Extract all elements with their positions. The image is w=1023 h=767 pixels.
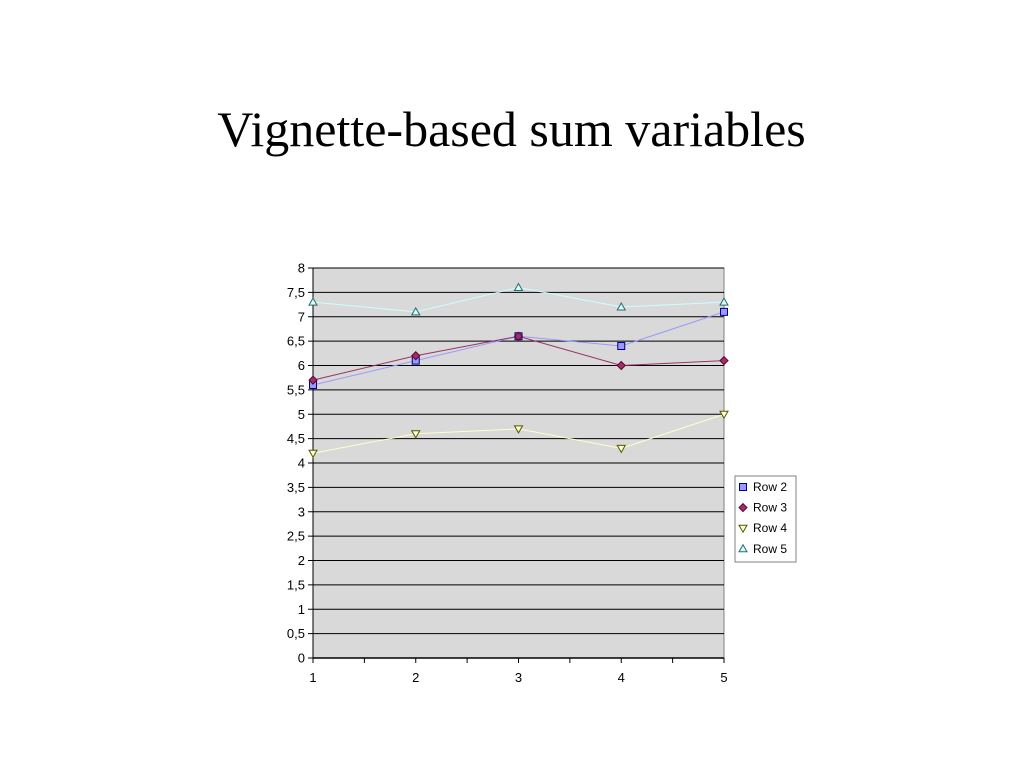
data-point	[308, 375, 318, 385]
legend-marker	[739, 483, 747, 491]
y-tick-label: 6	[298, 358, 305, 373]
x-tick-label: 1	[309, 670, 316, 685]
x-tick-label: 5	[720, 670, 727, 685]
data-point	[720, 307, 728, 316]
y-tick-label: 4	[298, 456, 305, 471]
y-tick-label: 8	[298, 261, 305, 276]
x-tick-label: 4	[618, 670, 625, 685]
legend-label: Row 2	[753, 480, 787, 494]
data-point	[410, 306, 421, 316]
y-tick-label: 6,5	[287, 334, 305, 349]
plot-area: 0 0,5 1 1,5 2 2,5 3 3,5 4 4,5 5 5,5 6 6,5 7 7,5 8 1 2 3 4 5	[287, 261, 729, 685]
legend-label: Row 3	[753, 501, 787, 515]
legend-marker	[738, 524, 748, 534]
data-point	[308, 297, 318, 306]
data-point	[616, 360, 626, 371]
data-point	[719, 297, 729, 306]
data-point	[617, 342, 626, 350]
y-tick-label: 0,5	[287, 626, 305, 641]
data-point	[513, 331, 524, 341]
y-tick-label: 3,5	[287, 480, 305, 495]
data-point	[616, 444, 627, 454]
data-point	[719, 410, 729, 420]
data-point	[411, 351, 421, 361]
slide-title: Vignette-based sum variables	[217, 101, 806, 157]
data-point	[719, 355, 729, 366]
legend: Row 2 Row 3 Row 4 Row 5	[734, 475, 797, 563]
y-tick-label: 4,5	[287, 431, 305, 446]
y-tick-label: 2,5	[287, 529, 305, 544]
data-point	[513, 282, 524, 291]
legend-label: Row 5	[753, 542, 787, 556]
x-tick-label: 3	[515, 670, 522, 685]
legend-label: Row 4	[753, 521, 787, 535]
y-tick-label: 0	[298, 651, 305, 666]
data-point	[410, 430, 421, 439]
y-tick-label: 2	[298, 553, 305, 568]
x-tick-label: 2	[412, 670, 419, 685]
legend-marker	[738, 543, 748, 553]
y-tick-label: 7,5	[287, 285, 305, 300]
data-point	[513, 425, 524, 434]
y-tick-label: 7	[298, 309, 305, 324]
y-tick-label: 5	[298, 407, 305, 422]
legend-marker	[738, 502, 748, 513]
y-tick-label: 1,5	[287, 577, 305, 592]
y-tick-label: 1	[298, 602, 305, 617]
y-tick-label: 3	[298, 504, 305, 519]
data-point	[308, 449, 318, 459]
y-tick-label: 5,5	[287, 382, 305, 397]
data-point	[616, 301, 627, 311]
